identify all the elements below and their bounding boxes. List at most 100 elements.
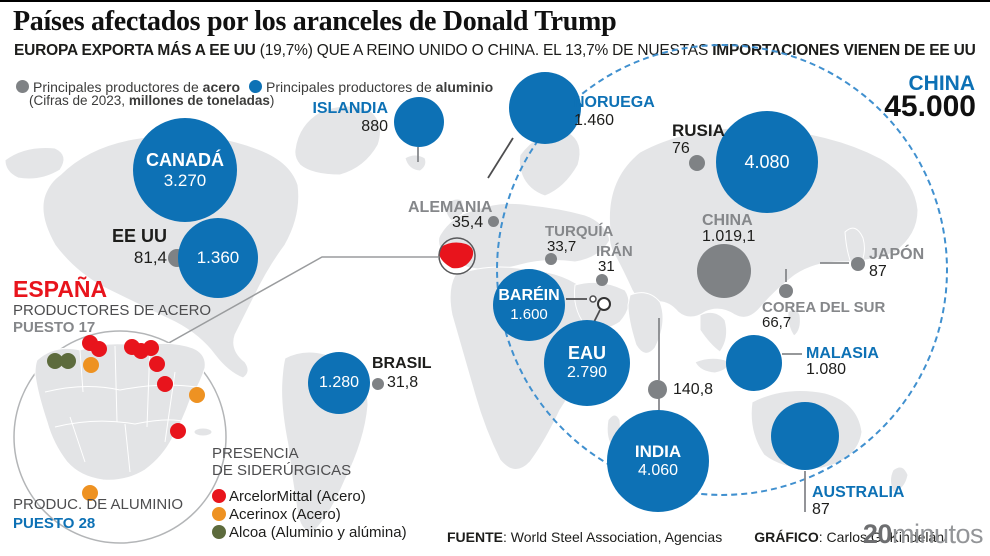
china-steel-bubble <box>697 244 751 298</box>
barein-aluminum-bubble: BARÉIN 1.600 <box>493 269 565 341</box>
alemania-steel-dot-icon <box>488 216 499 227</box>
balearic-islands <box>193 427 213 437</box>
spain-aluminum-subtitle: PRODUC. DE ALUMINIO <box>13 496 184 513</box>
aluminum-legend-prefix: Principales productores de <box>266 79 436 95</box>
corea-steel-value: 66,7 <box>762 314 792 331</box>
landmass-new-zealand <box>890 466 909 493</box>
source-label: FUENTE <box>447 529 503 545</box>
alemania-label: ALEMANIA <box>408 199 493 216</box>
islandia-label: ISLANDIA <box>312 100 388 117</box>
spain-steel-subtitle: PRODUCTORES DE ACERO <box>13 302 212 319</box>
china-label: CHINA <box>702 212 753 229</box>
logo-minutos: minutos <box>891 519 984 549</box>
credit-text: : Carlos G. Kindelán <box>818 529 945 545</box>
aluminum-legend-label: Principales productores de aluminio <box>266 79 493 95</box>
japon-steel-dot-icon <box>851 257 865 271</box>
alcoa-legend-label: Alcoa (Aluminio y alúmina) <box>229 524 407 541</box>
legend-note-suffix: ) <box>269 93 275 108</box>
steel-legend-prefix: Principales productores de <box>33 79 203 95</box>
noruega-label: NORUEGA <box>573 94 655 111</box>
barein-label: BARÉIN <box>498 287 560 305</box>
brasil-aluminum-bubble: 1.280 <box>308 352 370 414</box>
page-subtitle: EUROPA EXPORTA MÁS A EE UU (19,7%) QUE A… <box>14 42 976 60</box>
rusia-aluminum-bubble: 4.080 <box>716 111 818 213</box>
india-aluminum-bubble: INDIA 4.060 <box>607 410 709 512</box>
spain-highlight-shape <box>439 242 474 269</box>
subtitle-bold-1: EUROPA EXPORTA MÁS A EE UU <box>14 42 260 59</box>
australia-label: AUSTRALIA <box>812 484 905 501</box>
spain-title: ESPAÑA <box>13 276 108 302</box>
eau-label: EAU <box>567 343 606 364</box>
brasil-steel-dot-icon <box>372 378 384 390</box>
rusia-label: RUSIA <box>672 121 725 140</box>
legend-note: (Cifras de 2023, millones de toneladas) <box>29 93 274 108</box>
alemania-steel-value: 35,4 <box>452 214 484 231</box>
china-aluminum-dashed-circle <box>496 44 948 496</box>
corea-label: COREA DEL SUR <box>762 299 886 316</box>
iran-label: IRÁN <box>596 243 633 260</box>
india-label: INDIA <box>634 442 682 462</box>
china-callout-label: CHINA <box>908 72 976 95</box>
spain-inset-map <box>34 335 213 501</box>
noruega-aluminum-bubble <box>509 72 581 144</box>
eeuu-aluminum-value: 1.360 <box>196 248 240 268</box>
japon-label: JAPÓN <box>869 246 925 263</box>
landmass-greenland <box>294 105 381 176</box>
australia-aluminum-value: 87 <box>812 501 830 518</box>
logo-20: 20 <box>862 519 893 549</box>
iran-steel-value: 31 <box>598 258 615 275</box>
rusia-steel-value: 76 <box>672 140 690 157</box>
rusia-steel-dot-icon <box>689 155 705 171</box>
japon-steel-value: 87 <box>869 263 887 280</box>
brasil-label: BRASIL <box>372 355 432 372</box>
turquia-label: TURQUÍA <box>545 223 614 240</box>
eeuu-aluminum-bubble: 1.360 <box>178 218 258 298</box>
credit-label: GRÁFICO <box>754 529 819 545</box>
eau-aluminum-value: 2.790 <box>566 364 608 382</box>
malasia-label: MALASIA <box>806 345 879 362</box>
presencia-title-line2: DE SIDERÚRGICAS <box>212 462 352 479</box>
malasia-aluminum-bubble <box>726 335 782 391</box>
canada-aluminum-value: 3.270 <box>163 170 207 190</box>
veinte-minutos-logo: 20minutos <box>862 519 984 550</box>
page-title: Países afectados por los aranceles de Do… <box>13 6 617 37</box>
turquia-steel-dot-icon <box>545 253 557 265</box>
india-steel-dot-icon <box>648 380 667 399</box>
aluminum-legend-bold: aluminio <box>435 79 494 95</box>
india-steel-value: 140,8 <box>673 381 714 398</box>
legend-note-bold: millones de toneladas <box>128 93 270 108</box>
eau-aluminum-bubble: EAU 2.790 <box>544 320 630 406</box>
aluminum-legend-dot-icon <box>249 80 262 93</box>
rusia-aluminum-value: 4.080 <box>744 151 790 172</box>
spain-steel-rank: PUESTO 17 <box>13 319 96 336</box>
canada-label: CANADÁ <box>146 149 224 170</box>
turquia-steel-value: 33,7 <box>547 238 577 255</box>
top-border <box>0 0 990 2</box>
footer-credits: FUENTE: World Steel Association, Agencia… <box>447 529 944 545</box>
spain-highlight-ring <box>438 237 476 275</box>
eeuu-label: EE UU <box>111 226 167 246</box>
steel-legend-dot-icon <box>16 80 29 93</box>
india-aluminum-value: 4.060 <box>637 461 679 479</box>
corea-steel-dot-icon <box>779 284 793 298</box>
eeuu-steel-value: 81,4 <box>133 248 167 267</box>
islandia-aluminum-bubble <box>394 97 444 147</box>
islandia-aluminum-value: 880 <box>361 118 388 135</box>
steel-legend-bold: acero <box>202 79 241 95</box>
presencia-title-line1: PRESENCIA <box>212 445 299 462</box>
steel-legend-label: Principales productores de acero <box>33 79 240 95</box>
canada-aluminum-bubble: CANADÁ 3.270 <box>133 118 237 222</box>
legend-note-prefix: (Cifras de 2023, <box>29 93 129 108</box>
arcelormittal-legend-label: ArcelorMittal (Acero) <box>229 488 366 505</box>
china-steel-value: 1.019,1 <box>702 228 756 245</box>
malasia-aluminum-value: 1.080 <box>806 361 847 378</box>
noruega-aluminum-value: 1.460 <box>574 112 615 129</box>
iran-steel-dot-icon <box>596 274 608 286</box>
brasil-steel-value: 31,8 <box>387 374 419 391</box>
spain-aluminum-rank: PUESTO 28 <box>13 515 96 532</box>
arcelormittal-legend-dot-icon <box>212 489 226 503</box>
australia-aluminum-bubble <box>771 402 839 470</box>
alcoa-legend-dot-icon <box>212 525 226 539</box>
china-callout-value: 45.000 <box>884 90 976 123</box>
